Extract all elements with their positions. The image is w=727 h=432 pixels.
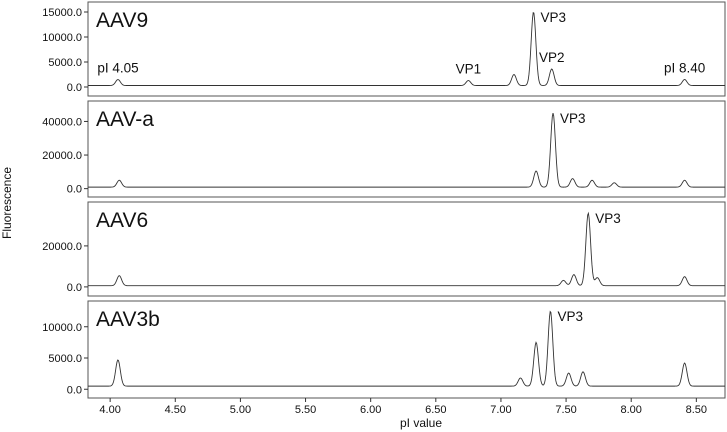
- panel-aav3b: 0.0 5000.0 10000.0 AAV3b VP3: [42, 300, 726, 399]
- x-tick-label: 6.00: [360, 404, 381, 416]
- peak-annotation: VP3: [595, 211, 621, 226]
- panel-title: AAV-a: [96, 108, 154, 131]
- panel-title: AAV9: [96, 9, 148, 32]
- x-axis: 4.00 4.50 5.00 5.50 6.00 6.50 7.00 7.50 8.00 8.50: [99, 398, 707, 416]
- y-tick-label: 15000.0: [42, 7, 82, 19]
- peak-annotation: VP3: [557, 309, 583, 324]
- y-tick-label: 5000.0: [48, 57, 82, 69]
- x-axis-label: pI value: [400, 416, 442, 430]
- series-line-aav6: [88, 211, 725, 287]
- panel-title: AAV6: [96, 209, 148, 232]
- peak-annotation: VP1: [456, 62, 482, 77]
- panel-aav-a: 0.0 20000.0 40000.0 AAV-a VP3: [42, 100, 726, 198]
- x-tick-label: 7.00: [490, 404, 511, 416]
- y-tick-label: 40000.0: [42, 116, 82, 128]
- y-tick-label: 10000.0: [42, 322, 82, 334]
- peak-annotation: pI 4.05: [97, 61, 138, 76]
- x-tick-label: 7.50: [555, 404, 576, 416]
- panel-aav6: 0.0 20000.0 AAV6 VP3: [42, 201, 726, 297]
- y-tick-label: 20000.0: [42, 241, 82, 253]
- x-tick-label: 8.00: [620, 404, 641, 416]
- peak-annotation: VP3: [541, 10, 567, 25]
- panel-frame: [87, 300, 726, 399]
- y-tick-label: 0.0: [67, 282, 82, 294]
- peak-annotation: VP2: [539, 50, 565, 65]
- y-tick-label: 10000.0: [42, 32, 82, 44]
- panel-aav9: 0.0 5000.0 10000.0 15000.0 AAV9 pI 4.05 VP1 VP3…: [42, 1, 726, 97]
- x-tick-label: 6.50: [425, 404, 446, 416]
- y-tick-label: 5000.0: [48, 353, 82, 365]
- y-tick-label: 0.0: [67, 184, 82, 196]
- y-axis-label: Fluorescence: [0, 167, 14, 239]
- series-line-aav3b: [88, 310, 725, 387]
- y-tick-label: 0.0: [67, 384, 82, 396]
- x-tick-label: 5.00: [230, 404, 251, 416]
- y-tick-label: 0.0: [67, 82, 82, 94]
- peak-annotation: VP3: [560, 111, 586, 126]
- panel-frame: [87, 1, 726, 97]
- series-line-aav9: [88, 11, 725, 86]
- panel-frame: [87, 100, 726, 198]
- x-tick-label: 8.50: [686, 404, 707, 416]
- panel-frame: [87, 201, 726, 297]
- series-line-aav-a: [88, 112, 725, 188]
- x-tick-label: 4.00: [99, 404, 120, 416]
- peak-annotation: pI 8.40: [664, 61, 705, 76]
- x-tick-label: 4.50: [165, 404, 186, 416]
- x-tick-label: 5.50: [295, 404, 316, 416]
- chart-panels: 0.0 5000.0 10000.0 15000.0 AAV9 pI 4.05 VP1 VP3…: [42, 1, 726, 399]
- y-tick-label: 20000.0: [42, 150, 82, 162]
- panel-title: AAV3b: [96, 308, 160, 331]
